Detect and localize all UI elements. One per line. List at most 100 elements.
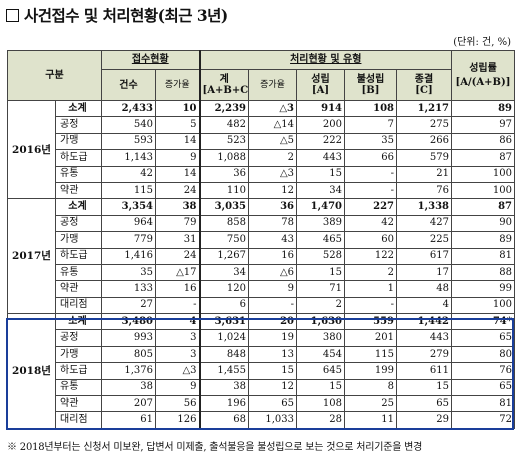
cell-pgrowth: 20 [248, 313, 297, 331]
cell-growth: 31 [155, 231, 201, 249]
cell-growth: - [155, 296, 201, 315]
table-row: 하도급 1,376 △3 1,455 15 645 199 611 76 [8, 362, 515, 380]
cell-growth: 24 [155, 247, 201, 265]
cell-growth: 3 [155, 345, 201, 364]
row-label: 유통 [55, 263, 102, 282]
cell-c: 1,217 [396, 99, 452, 118]
cell-b: - [344, 181, 397, 200]
row-label: 가맹 [55, 132, 102, 151]
cell-c: 617 [396, 247, 452, 265]
table-row: 약관 115 24 110 12 34-76 100 [8, 181, 515, 200]
header-category: 구분 [7, 50, 102, 101]
cell-count: 964 [101, 214, 156, 233]
cell-count: 61 [101, 411, 156, 429]
cell-total: 2,239 [199, 99, 249, 118]
cell-growth: 3 [155, 329, 201, 347]
year-label: 2018년 [7, 313, 56, 429]
header-receipt-status: 접수현황 [101, 50, 201, 70]
table-row: 공정 993 3 1,024 19 380 201 443 65 [8, 329, 515, 347]
header-count: 건수 [101, 69, 156, 101]
cell-rate: 80 [451, 345, 515, 364]
cell-c: 48 [396, 280, 452, 298]
cell-a: 380 [296, 329, 345, 347]
cell-b: 66 [344, 149, 397, 167]
table-row: 유통 38 9 38 12 15 8 15 65 [8, 378, 515, 397]
cell-c: 579 [396, 149, 452, 167]
row-label: 소계 [55, 313, 102, 331]
title-text: 사건접수 및 처리현황(최근 3년) [24, 6, 228, 25]
cell-b: 11 [344, 411, 397, 429]
cell-growth: 38 [155, 198, 201, 216]
cell-rate: 65 [451, 329, 515, 347]
cell-b: - [344, 296, 397, 315]
page-title: 사건접수 및 처리현황(최근 3년) [6, 4, 228, 26]
cell-total: 1,088 [199, 149, 249, 167]
cell-count: 3,354 [101, 198, 156, 216]
cell-total: 36 [199, 165, 249, 183]
cell-count: 207 [101, 395, 156, 413]
cell-total: 34 [199, 263, 249, 282]
cell-c: 225 [396, 231, 452, 249]
cell-b: 2 [344, 263, 397, 282]
cell-pgrowth: 65 [248, 395, 297, 413]
cell-pgrowth: 12 [248, 181, 297, 200]
year-label: 2017년 [7, 198, 56, 315]
cell-growth: △17 [155, 263, 201, 282]
cell-c: 76 [396, 181, 452, 200]
cell-a: 443 [296, 149, 345, 167]
cell-b: 559 [344, 313, 397, 331]
cell-count: 42 [101, 165, 156, 183]
subtotal-row: 2017년 소계 3,354 38 3,035 36 1,470 227 1,338 87 [7, 198, 515, 315]
cell-c: 29 [396, 411, 452, 429]
cell-rate: 100 [451, 296, 515, 315]
cell-rate: 76 [451, 362, 515, 380]
cell-pgrowth: 36 [248, 198, 297, 216]
cell-a: 914 [296, 99, 345, 118]
cell-count: 993 [101, 329, 156, 347]
cell-rate: 88 [451, 263, 515, 282]
cell-count: 133 [101, 280, 156, 298]
cell-rate: 90 [451, 214, 515, 233]
cell-count: 1,416 [101, 247, 156, 265]
cell-total: 1,267 [199, 247, 249, 265]
cell-b: 199 [344, 362, 397, 380]
cell-c: 275 [396, 116, 452, 134]
cell-a: 389 [296, 214, 345, 233]
checkbox-square-icon [6, 9, 19, 22]
table-row: 유통 35 △17 34 △6 15 2 17 88 [8, 263, 515, 282]
row-label: 공정 [55, 329, 102, 347]
cell-a: 465 [296, 231, 345, 249]
row-label: 가맹 [55, 231, 102, 249]
cell-a: 528 [296, 247, 345, 265]
cell-total: 3,035 [199, 198, 249, 216]
row-label: 약관 [55, 181, 102, 200]
cell-total: 858 [199, 214, 249, 233]
cell-rate: 99 [451, 280, 515, 298]
cell-c: 17 [396, 263, 452, 282]
header-settled: 성립 [A] [296, 69, 345, 101]
cell-growth: △3 [155, 362, 201, 380]
cell-a: 15 [296, 263, 345, 282]
row-label: 약관 [55, 395, 102, 413]
cell-total: 1,455 [199, 362, 249, 380]
cell-pgrowth: 12 [248, 378, 297, 397]
subtotal-row: 2018년 소계 3,480 4 3,631 20 1,630 559 1,442 74* [7, 313, 515, 429]
row-label: 소계 [55, 99, 102, 118]
cell-a: 454 [296, 345, 345, 364]
row-label: 소계 [55, 198, 102, 216]
cell-c: 4 [396, 296, 452, 315]
cell-a: 645 [296, 362, 345, 380]
cell-growth: 9 [155, 149, 201, 167]
cell-c: 21 [396, 165, 452, 183]
cell-total: 1,024 [199, 329, 249, 347]
cell-rate: 81 [451, 395, 515, 413]
cell-b: 115 [344, 345, 397, 364]
cell-growth: 126 [155, 411, 201, 429]
cell-count: 38 [101, 378, 156, 397]
cell-c: 611 [396, 362, 452, 380]
header-unsettled: 불성립 [B] [344, 69, 397, 101]
cell-pgrowth: △14 [248, 116, 297, 134]
table-row: 공정 964 79 858 78 389 42 427 90 [8, 214, 515, 233]
cell-a: 108 [296, 395, 345, 413]
cell-b: 8 [344, 378, 397, 397]
